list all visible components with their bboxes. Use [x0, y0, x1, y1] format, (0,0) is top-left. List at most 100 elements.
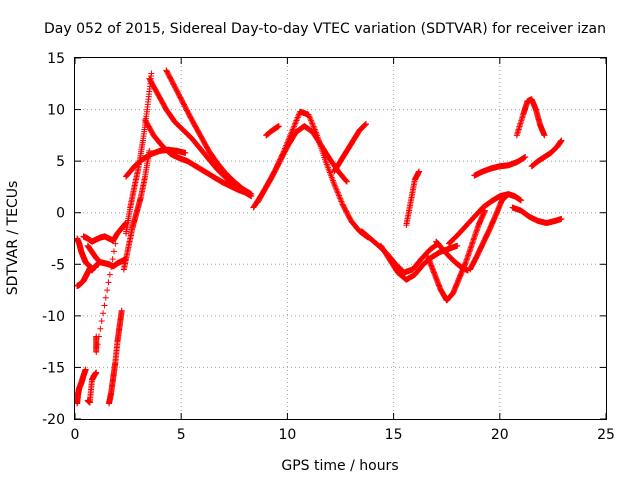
data-point — [313, 130, 320, 137]
series-arc-c — [80, 220, 129, 245]
data-point — [280, 148, 287, 155]
y-tick-label: 0 — [56, 206, 65, 222]
data-point — [312, 127, 319, 134]
data-point — [522, 154, 529, 161]
y-tick-label: -5 — [51, 257, 65, 273]
data-point — [118, 307, 125, 314]
data-point — [274, 163, 281, 170]
data-point — [337, 197, 344, 204]
data-point — [108, 263, 115, 270]
data-point — [311, 126, 318, 133]
data-point — [106, 271, 113, 278]
series-arc-g-5to6 — [122, 146, 189, 180]
data-point — [312, 129, 319, 136]
data-point — [275, 160, 282, 167]
data-point — [98, 318, 105, 325]
data-point — [289, 126, 296, 133]
x-tick-label: 5 — [177, 427, 186, 443]
series-arc-w-tail — [528, 137, 565, 170]
data-point — [336, 194, 343, 201]
series-arc-m-upper — [263, 123, 282, 139]
series-arc-rise-e — [120, 147, 153, 273]
data-point — [94, 341, 101, 348]
series-arc-r-deep — [424, 207, 488, 304]
data-point — [309, 122, 316, 129]
data-point — [310, 123, 317, 130]
data-point — [558, 137, 565, 144]
data-point — [294, 116, 301, 123]
data-point — [272, 165, 279, 172]
data-point — [342, 177, 349, 184]
data-point — [305, 111, 312, 118]
data-point — [291, 121, 298, 128]
data-point — [292, 120, 299, 127]
data-point — [148, 70, 155, 77]
series-arc-x-tail — [509, 204, 565, 227]
y-tick-label: 10 — [47, 103, 65, 119]
data-point — [274, 161, 281, 168]
data-point — [182, 149, 189, 156]
data-point — [306, 114, 313, 121]
data-point — [101, 302, 108, 309]
data-point — [337, 195, 344, 202]
series-arc-j — [142, 116, 251, 197]
series-low-isolated — [93, 240, 119, 355]
series-arc-n-mid — [331, 121, 369, 175]
series-arc-i-down — [163, 67, 255, 198]
data-point — [362, 121, 369, 128]
data-point — [248, 191, 255, 198]
data-point — [279, 151, 286, 158]
series-arc-steep-low — [105, 307, 125, 407]
x-tick-label: 0 — [71, 427, 80, 443]
data-point — [288, 130, 295, 137]
data-point — [100, 310, 107, 317]
series-arc-v-peak — [513, 96, 548, 139]
plot-frame — [74, 57, 607, 420]
data-point — [292, 118, 299, 125]
data-point — [283, 141, 290, 148]
data-point — [416, 168, 423, 175]
y-tick-label: 15 — [47, 51, 65, 67]
data-point — [332, 183, 339, 190]
tick-labels: 0 5 10 15 20 25 -20 -15 -10 -5 0 5 10 15 — [42, 51, 615, 443]
series-low-a — [74, 366, 89, 407]
data-point — [276, 157, 283, 164]
data-point — [105, 279, 112, 286]
data-point — [334, 188, 341, 195]
data-point — [294, 114, 301, 121]
data-point — [110, 248, 117, 255]
data-point — [332, 185, 339, 192]
data-point — [454, 242, 461, 249]
y-tick-label: -20 — [42, 412, 65, 428]
data-point — [291, 123, 298, 130]
data-point — [282, 143, 289, 150]
data-point — [102, 294, 109, 301]
series-arc-s-climb — [445, 191, 512, 247]
data-point — [334, 189, 341, 196]
data-point — [331, 180, 338, 187]
data-point — [290, 124, 297, 131]
data-point — [285, 136, 292, 143]
data-point — [283, 142, 290, 149]
series-arc-u-platform — [471, 154, 529, 179]
data-point — [541, 132, 548, 139]
data-point — [308, 119, 315, 126]
y-tick-label: -15 — [42, 360, 65, 376]
y-tick-label: 5 — [56, 154, 65, 170]
data-point — [93, 348, 100, 355]
data-point — [285, 138, 292, 145]
y-tick-label: -10 — [42, 309, 65, 325]
data-point — [286, 135, 293, 142]
x-tick-label: 25 — [597, 427, 615, 443]
data-point — [335, 192, 342, 199]
data-point — [338, 198, 345, 205]
data-point — [82, 366, 89, 373]
data-point — [277, 155, 284, 162]
x-axis-label: GPS time / hours — [281, 458, 398, 474]
data-point — [331, 182, 338, 189]
x-tick-label: 15 — [385, 427, 403, 443]
data-point — [97, 325, 104, 332]
data-point — [309, 120, 316, 127]
series-arc-t-climb — [467, 191, 525, 273]
data-point — [293, 117, 300, 124]
